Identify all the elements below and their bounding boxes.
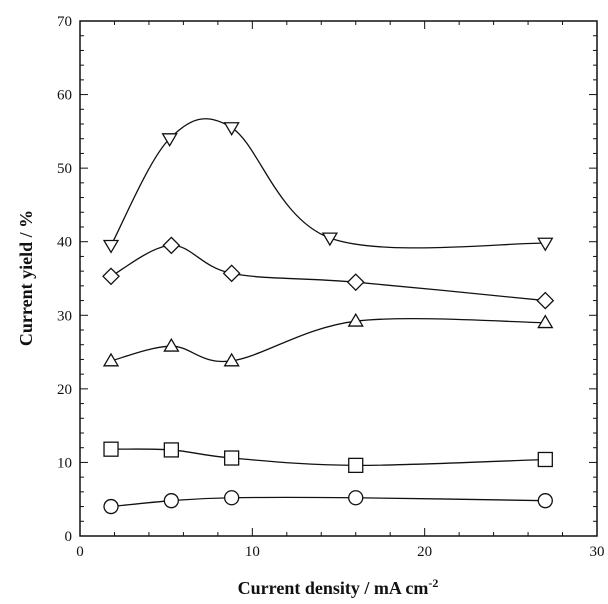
y-axis-title: Current yield / %: [16, 210, 36, 346]
square-marker: [537, 451, 553, 468]
diamond-marker: [346, 273, 365, 292]
triangle-down-marker: [161, 133, 178, 147]
triangle-up-marker: [163, 337, 180, 352]
x-tick-label: 0: [76, 544, 84, 560]
plot-frame: [79, 20, 598, 537]
y-tick-label: 20: [57, 382, 72, 398]
series-layer: [102, 118, 555, 515]
triangle-down-marker: [223, 122, 240, 136]
triangle-up-marker: [347, 312, 364, 327]
x-tick-labels: 0 10 20 30: [76, 544, 604, 560]
triangle-down-marker: [102, 239, 120, 254]
triangle-up-marker: [537, 314, 554, 329]
circle-marker: [103, 498, 119, 515]
x-axis-title-superscript: -2: [428, 576, 438, 590]
triangle-up-marker: [102, 352, 120, 367]
circle-marker: [537, 493, 553, 509]
circle-marker: [163, 493, 179, 509]
x-tick-label: 10: [245, 544, 260, 560]
diamond-marker: [162, 236, 181, 255]
x-tick-label: 30: [590, 544, 605, 560]
y-tick-label: 40: [57, 235, 72, 251]
square-marker: [103, 441, 119, 457]
x-tick-label: 20: [417, 544, 432, 560]
diamond-marker: [536, 291, 555, 310]
series-line: [110, 118, 546, 249]
diamond-marker: [222, 264, 241, 283]
series-line: [110, 244, 546, 302]
x-axis-title: Current density / mA cm-2: [238, 576, 439, 598]
circle-marker: [224, 490, 240, 506]
square-marker: [224, 450, 240, 466]
square-marker: [348, 457, 364, 474]
y-tick-label: 30: [57, 308, 72, 324]
series-triangle-up: [102, 312, 554, 367]
square-marker: [163, 442, 179, 458]
series-diamond: [102, 236, 555, 310]
circle-marker: [348, 490, 364, 506]
series-triangle-down: [102, 118, 554, 254]
triangle-up-marker: [223, 352, 240, 367]
triangle-down-marker: [321, 232, 339, 247]
y-tick-label: 10: [57, 455, 72, 471]
axis-ticks: [79, 20, 598, 537]
series-square: [103, 441, 553, 474]
y-tick-labels: 0 10 20 30 40 50 60 70: [57, 14, 72, 545]
series-line: [110, 317, 546, 363]
series-circle: [103, 490, 553, 515]
y-tick-label: 60: [57, 88, 72, 104]
y-tick-label: 70: [57, 14, 72, 30]
diamond-marker: [102, 267, 120, 286]
triangle-down-marker: [537, 237, 554, 252]
y-tick-label: 50: [57, 161, 72, 177]
y-tick-label: 0: [65, 529, 73, 545]
